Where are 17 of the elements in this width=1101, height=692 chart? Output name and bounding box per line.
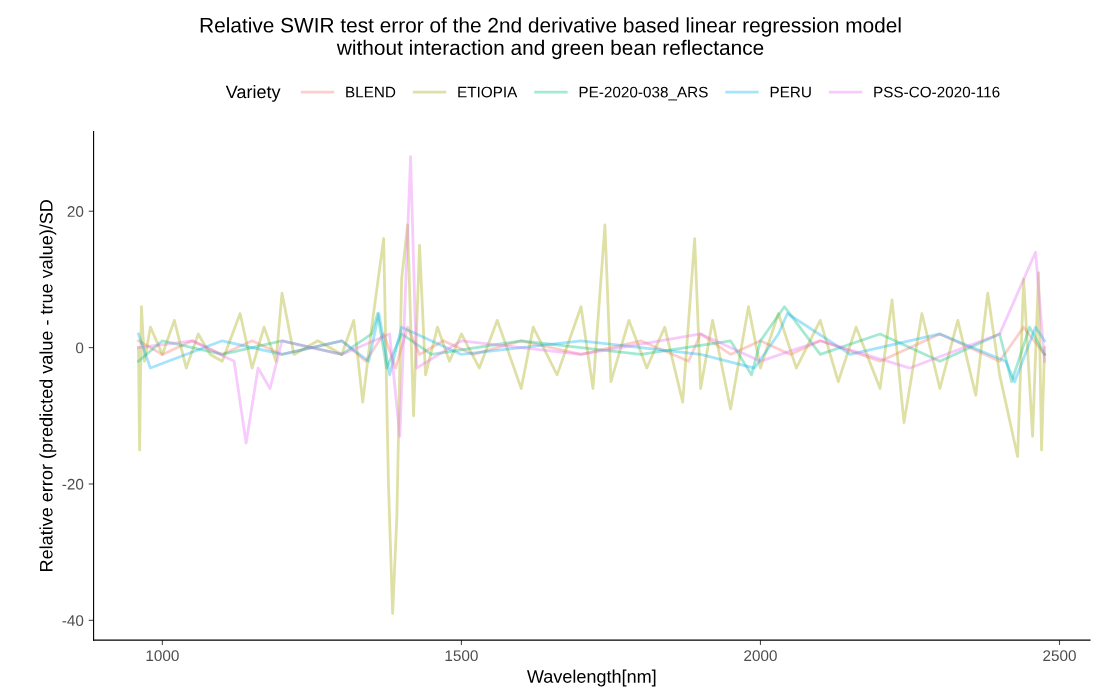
- x-tick-label: 2500: [1043, 650, 1076, 662]
- legend-label: PSS-CO-2020-116: [874, 86, 1000, 98]
- x-tick-label: 2000: [744, 650, 777, 662]
- legend-label: PERU: [770, 86, 811, 98]
- y-tick-label: 0: [75, 342, 84, 354]
- legend-label: PE-2020-038_ARS: [579, 86, 708, 101]
- legend-label: ETIOPIA: [458, 86, 518, 98]
- y-tick-label: -40: [62, 615, 84, 627]
- legend-label: BLEND: [346, 86, 396, 98]
- y-tick-label: -20: [62, 478, 84, 490]
- y-axis-title: Relative error (predicted value - true value)/SD: [39, 199, 57, 571]
- x-tick-label: 1000: [146, 650, 179, 662]
- x-axis-title: Wavelength[nm]: [526, 669, 656, 687]
- chart-title: Relative SWIR test error of the 2nd derivative based linear regression model without interaction and green bean reflectance: [200, 17, 901, 60]
- x-tick-label: 1500: [445, 650, 478, 662]
- legend-title: Variety: [225, 85, 281, 102]
- y-tick-label: 20: [67, 206, 84, 217]
